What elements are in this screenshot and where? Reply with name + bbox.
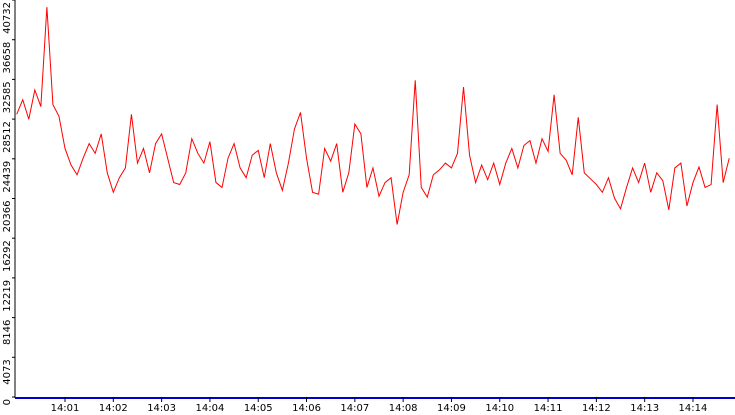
- y-tick-label: 0: [2, 399, 13, 405]
- x-tick-label: 14:10: [485, 403, 514, 414]
- x-tick-label: 14:02: [99, 403, 128, 414]
- x-tick-label: 14:12: [582, 403, 611, 414]
- y-tick-label: 24439: [2, 161, 13, 193]
- y-tick-label: 8146: [2, 320, 13, 345]
- y-tick-label: 28512: [2, 121, 13, 153]
- y-tick-label: 32585: [2, 81, 13, 113]
- x-tick-label: 14:14: [679, 403, 708, 414]
- y-tick-label: 20366: [2, 201, 13, 233]
- x-tick-label: 14:09: [437, 403, 466, 414]
- data-line: [16, 7, 730, 225]
- x-tick-label: 14:01: [51, 403, 80, 414]
- y-tick-label: 40732: [2, 2, 13, 34]
- y-tick-label: 4073: [2, 359, 13, 384]
- x-tick-label: 14:13: [630, 403, 659, 414]
- x-tick-label: 14:07: [340, 403, 369, 414]
- x-tick-label: 14:05: [244, 403, 273, 414]
- x-tick-label: 14:04: [196, 403, 225, 414]
- x-tick-label: 14:03: [147, 403, 176, 414]
- x-tick-label: 14:11: [534, 403, 563, 414]
- y-tick-label: 16292: [2, 240, 13, 272]
- y-tick-label: 12219: [2, 280, 13, 312]
- x-tick-label: 14:06: [292, 403, 321, 414]
- y-tick-label: 36658: [2, 42, 13, 74]
- x-tick-label: 14:08: [389, 403, 418, 414]
